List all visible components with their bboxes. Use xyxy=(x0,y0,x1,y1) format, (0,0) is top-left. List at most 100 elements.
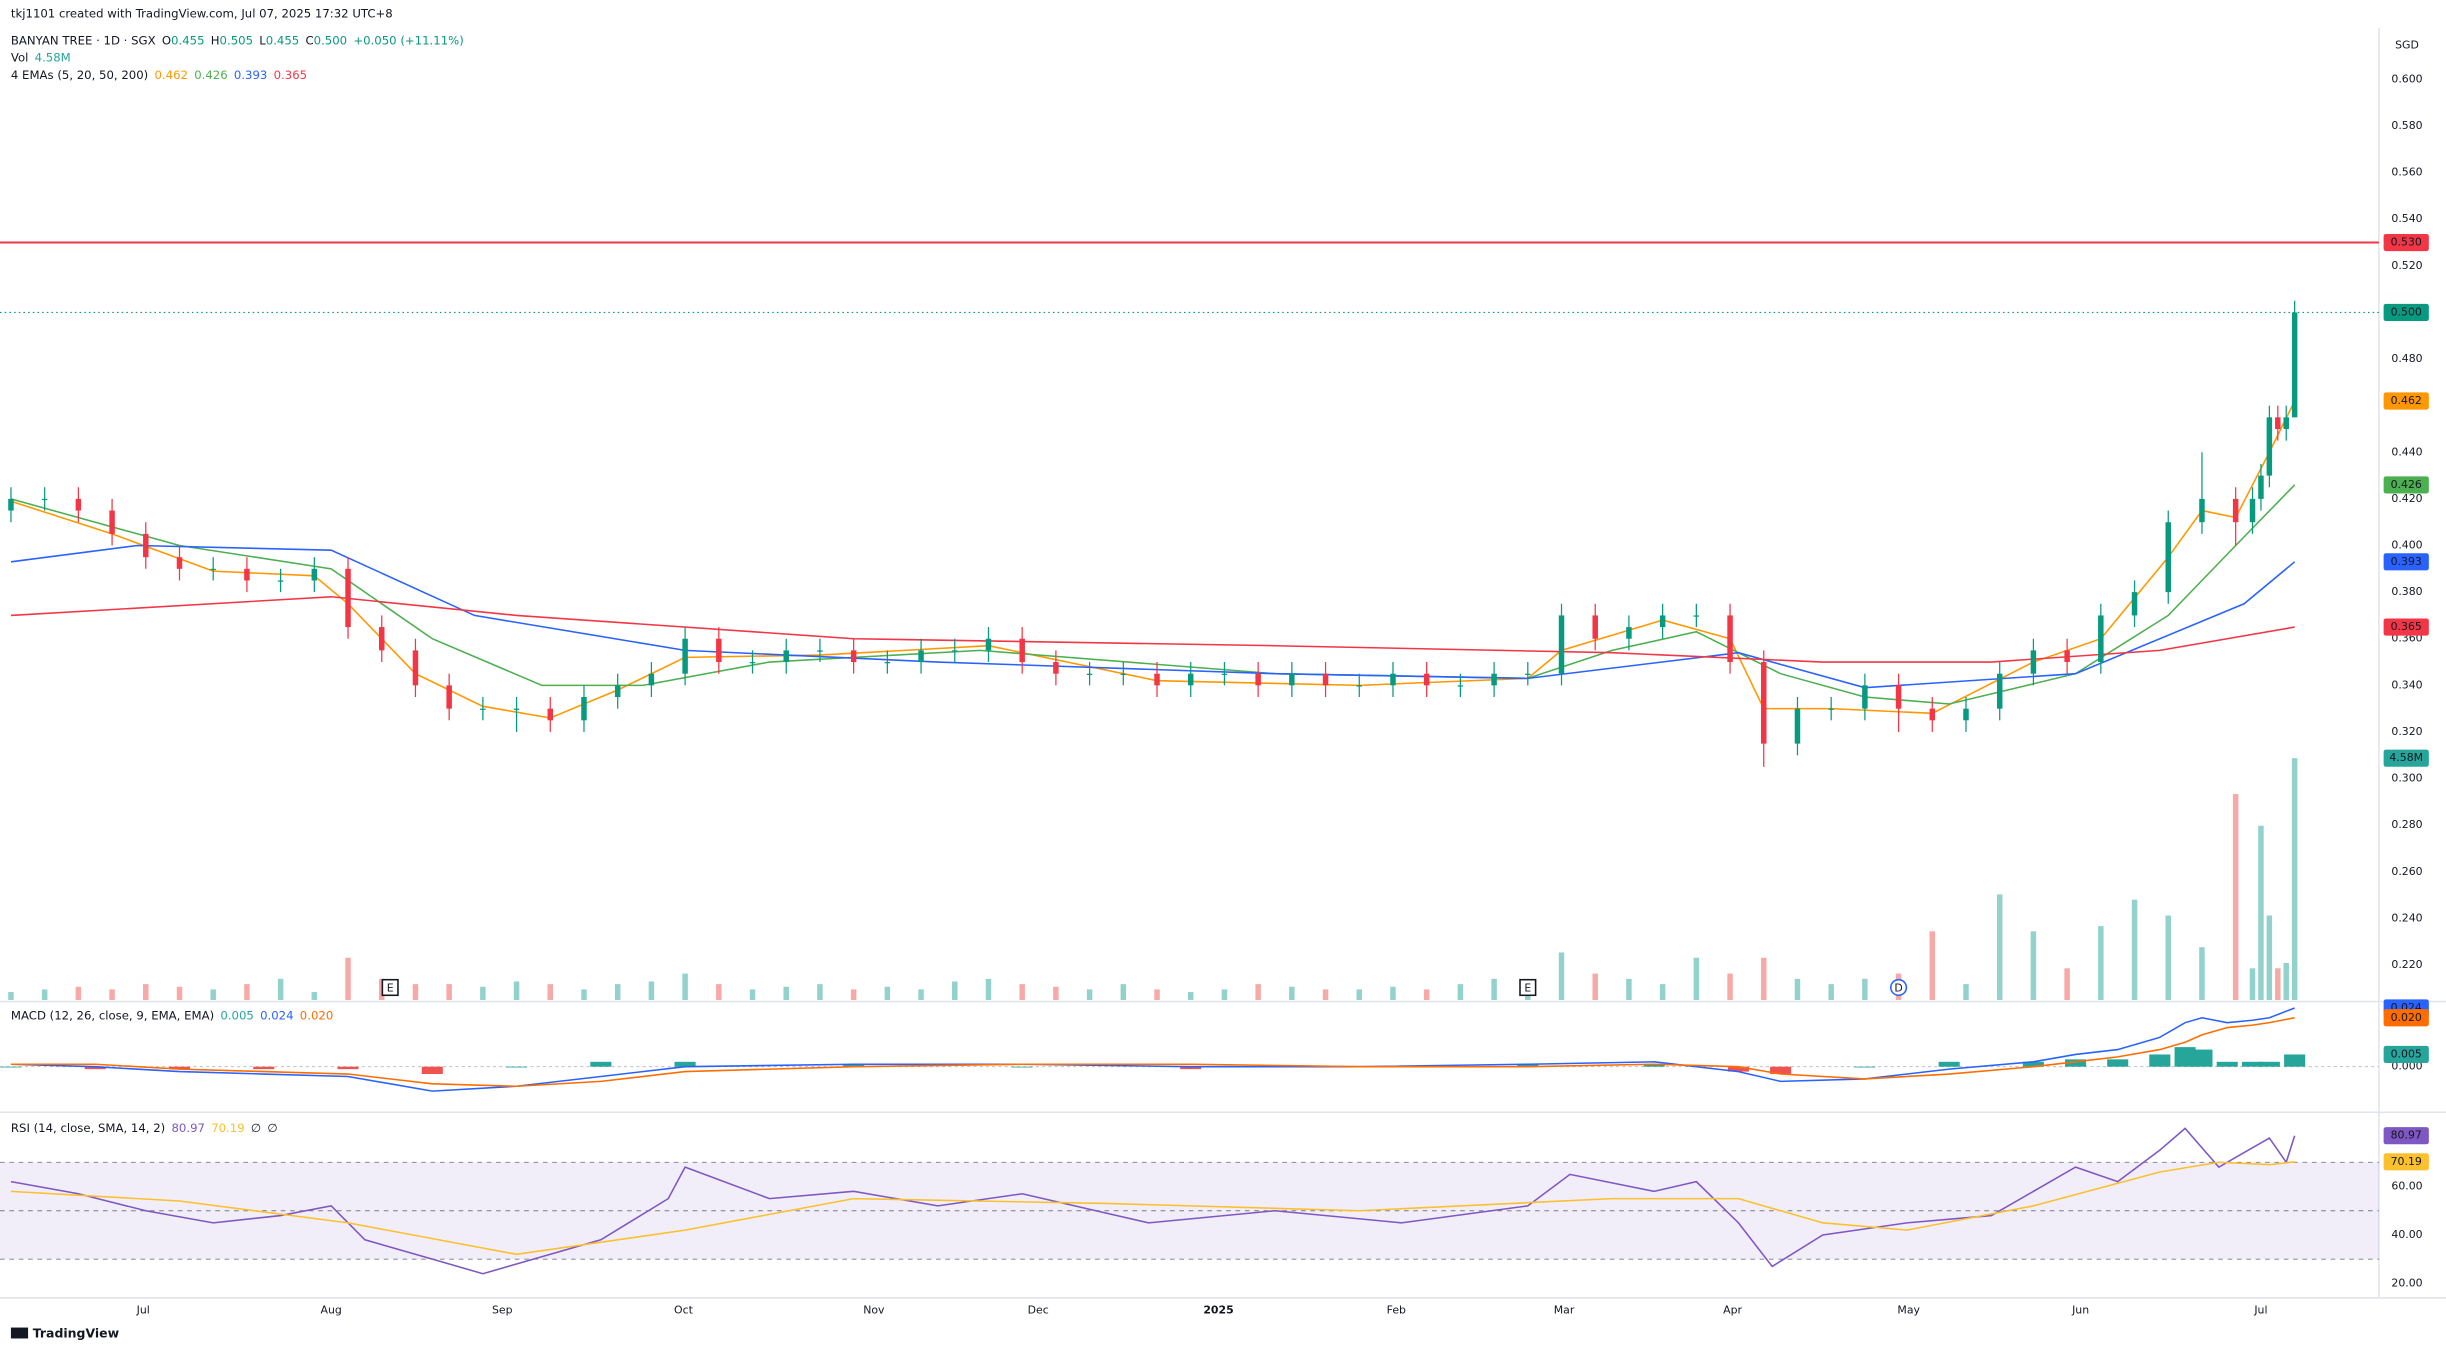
candle-body xyxy=(783,650,789,663)
volume-bar xyxy=(952,981,958,1000)
volume-bar xyxy=(1086,989,1093,1000)
volume-bar xyxy=(783,986,789,1000)
candle-body xyxy=(918,650,924,663)
volume-bar xyxy=(2199,947,2205,1000)
legend-item: BANYAN TREE · 1D · SGX xyxy=(11,33,156,47)
histogram-bar xyxy=(84,1066,106,1070)
candle-body xyxy=(884,662,891,664)
price-badge-label: 0.393 xyxy=(2391,555,2422,568)
price-badge xyxy=(2383,303,2429,322)
candle-body xyxy=(210,568,216,571)
event-marker: D xyxy=(1890,978,1908,997)
histogram-bar xyxy=(337,1066,359,1070)
volume-bar xyxy=(210,989,216,1000)
candle-body xyxy=(2249,498,2256,523)
candle-body xyxy=(379,627,385,651)
volume-bar xyxy=(2098,926,2104,1000)
volume-bar xyxy=(2283,963,2289,1000)
volume-bar xyxy=(749,989,756,1000)
price-badge-label: 0.530 xyxy=(2391,236,2422,249)
volume-bar xyxy=(581,989,587,1000)
volume-bar xyxy=(176,986,183,1000)
volume-bar xyxy=(1693,957,1700,1000)
candle-body xyxy=(480,708,486,710)
histogram-bar xyxy=(1938,1061,1960,1067)
ema-line xyxy=(10,596,2295,663)
candle-body xyxy=(1929,708,1936,721)
currency: SGD xyxy=(2395,38,2419,51)
candle-body xyxy=(8,498,14,511)
macd-line xyxy=(10,1017,2295,1088)
volume-bar xyxy=(1491,978,1497,1000)
ema-line xyxy=(10,544,2296,689)
legend-item: L xyxy=(259,33,266,47)
candle-body xyxy=(1592,615,1598,639)
x-tick-label: Nov xyxy=(863,1303,885,1316)
volume-bar xyxy=(2266,915,2273,1000)
volume-bar xyxy=(1659,984,1666,1000)
volume-bar xyxy=(716,984,722,1000)
brand-name: TradingView xyxy=(33,1325,120,1340)
y-tick-label: 0.540 xyxy=(2391,212,2422,225)
volume-bar xyxy=(480,986,486,1000)
legend-item: 4.58M xyxy=(35,50,71,64)
candle-body xyxy=(1659,615,1666,628)
y-tick-label: 0.520 xyxy=(2391,259,2422,272)
event-icon xyxy=(1519,978,1537,997)
y-tick-label: 0.260 xyxy=(2391,865,2422,878)
volume-bar xyxy=(1828,984,1834,1000)
volume-bar xyxy=(1053,986,1059,1000)
volume-bar xyxy=(1862,978,1868,1000)
volume-bar xyxy=(2232,794,2239,1000)
y-tick-label: 0.480 xyxy=(2391,352,2422,365)
candle-body xyxy=(2165,522,2171,593)
macd-line xyxy=(10,1007,2295,1092)
volume-bar xyxy=(1996,894,2003,1000)
candle-body xyxy=(1154,673,1160,686)
legend-item: 0.020 xyxy=(300,1008,333,1022)
histogram-bar xyxy=(1180,1066,1202,1070)
x-tick-label: Mar xyxy=(1554,1303,1575,1316)
volume-bar xyxy=(277,978,284,1000)
candle-body xyxy=(1558,615,1565,674)
legend-item: 0.455 xyxy=(171,33,204,47)
price-badge xyxy=(2383,1127,2429,1145)
legend-item: 0.500 xyxy=(314,33,347,47)
volume-bar xyxy=(884,986,891,1000)
histogram-bar xyxy=(1011,1066,1033,1068)
volume-bar xyxy=(8,992,14,1000)
volume-bar xyxy=(1558,952,1565,1000)
histogram-bar xyxy=(0,1066,22,1068)
volume-bar xyxy=(1289,986,1295,1000)
volume-bar xyxy=(1761,957,1767,1000)
volume-bar xyxy=(244,984,250,1000)
y-tick-label: 0.400 xyxy=(2391,539,2422,552)
legend-item: 0.455 xyxy=(266,33,299,47)
candle-body xyxy=(143,533,149,558)
candle-body xyxy=(2258,475,2264,499)
candle-body xyxy=(2131,592,2138,616)
candle-body xyxy=(1053,662,1059,674)
brand-logo xyxy=(10,1327,29,1339)
histogram-bar xyxy=(506,1066,528,1068)
legend-item: ∅ xyxy=(267,1120,277,1134)
volume-bar xyxy=(1794,978,1801,1000)
volume-bar xyxy=(1592,973,1598,1000)
x-tick-label: Dec xyxy=(1028,1303,1049,1316)
candle-body xyxy=(1963,708,1969,721)
volume-bar xyxy=(143,984,149,1000)
price-badge xyxy=(2383,476,2429,494)
price-badge-label: 4.58M xyxy=(2389,751,2423,764)
candle-body xyxy=(1423,673,1430,686)
candle-body xyxy=(2098,615,2104,663)
volume-bar xyxy=(2030,931,2037,1000)
y-tick-label: 0.560 xyxy=(2391,166,2422,179)
candle-body xyxy=(412,650,419,686)
x-tick-label: 2025 xyxy=(1203,1303,1233,1316)
y-tick-label: 0.380 xyxy=(2391,585,2422,598)
candle-body xyxy=(2199,498,2205,523)
candle-body xyxy=(716,638,722,663)
volume-bar xyxy=(1390,986,1396,1000)
legend-item: 0.365 xyxy=(274,67,307,81)
